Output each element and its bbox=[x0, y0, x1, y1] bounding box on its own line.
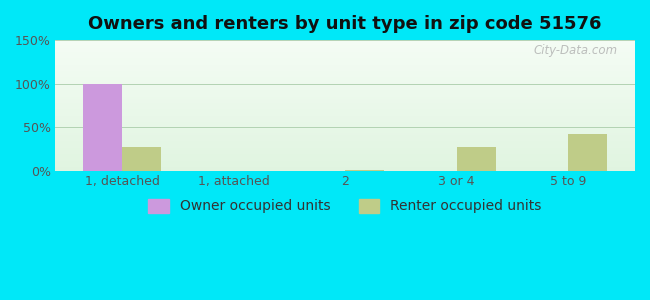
Bar bbox=[456, 147, 495, 171]
Bar bbox=[345, 170, 384, 171]
Title: Owners and renters by unit type in zip code 51576: Owners and renters by unit type in zip c… bbox=[88, 15, 602, 33]
Bar bbox=[122, 146, 161, 171]
Legend: Owner occupied units, Renter occupied units: Owner occupied units, Renter occupied un… bbox=[142, 193, 547, 219]
Bar bbox=[568, 134, 607, 171]
Text: City-Data.com: City-Data.com bbox=[534, 44, 618, 57]
Bar bbox=[83, 84, 122, 171]
